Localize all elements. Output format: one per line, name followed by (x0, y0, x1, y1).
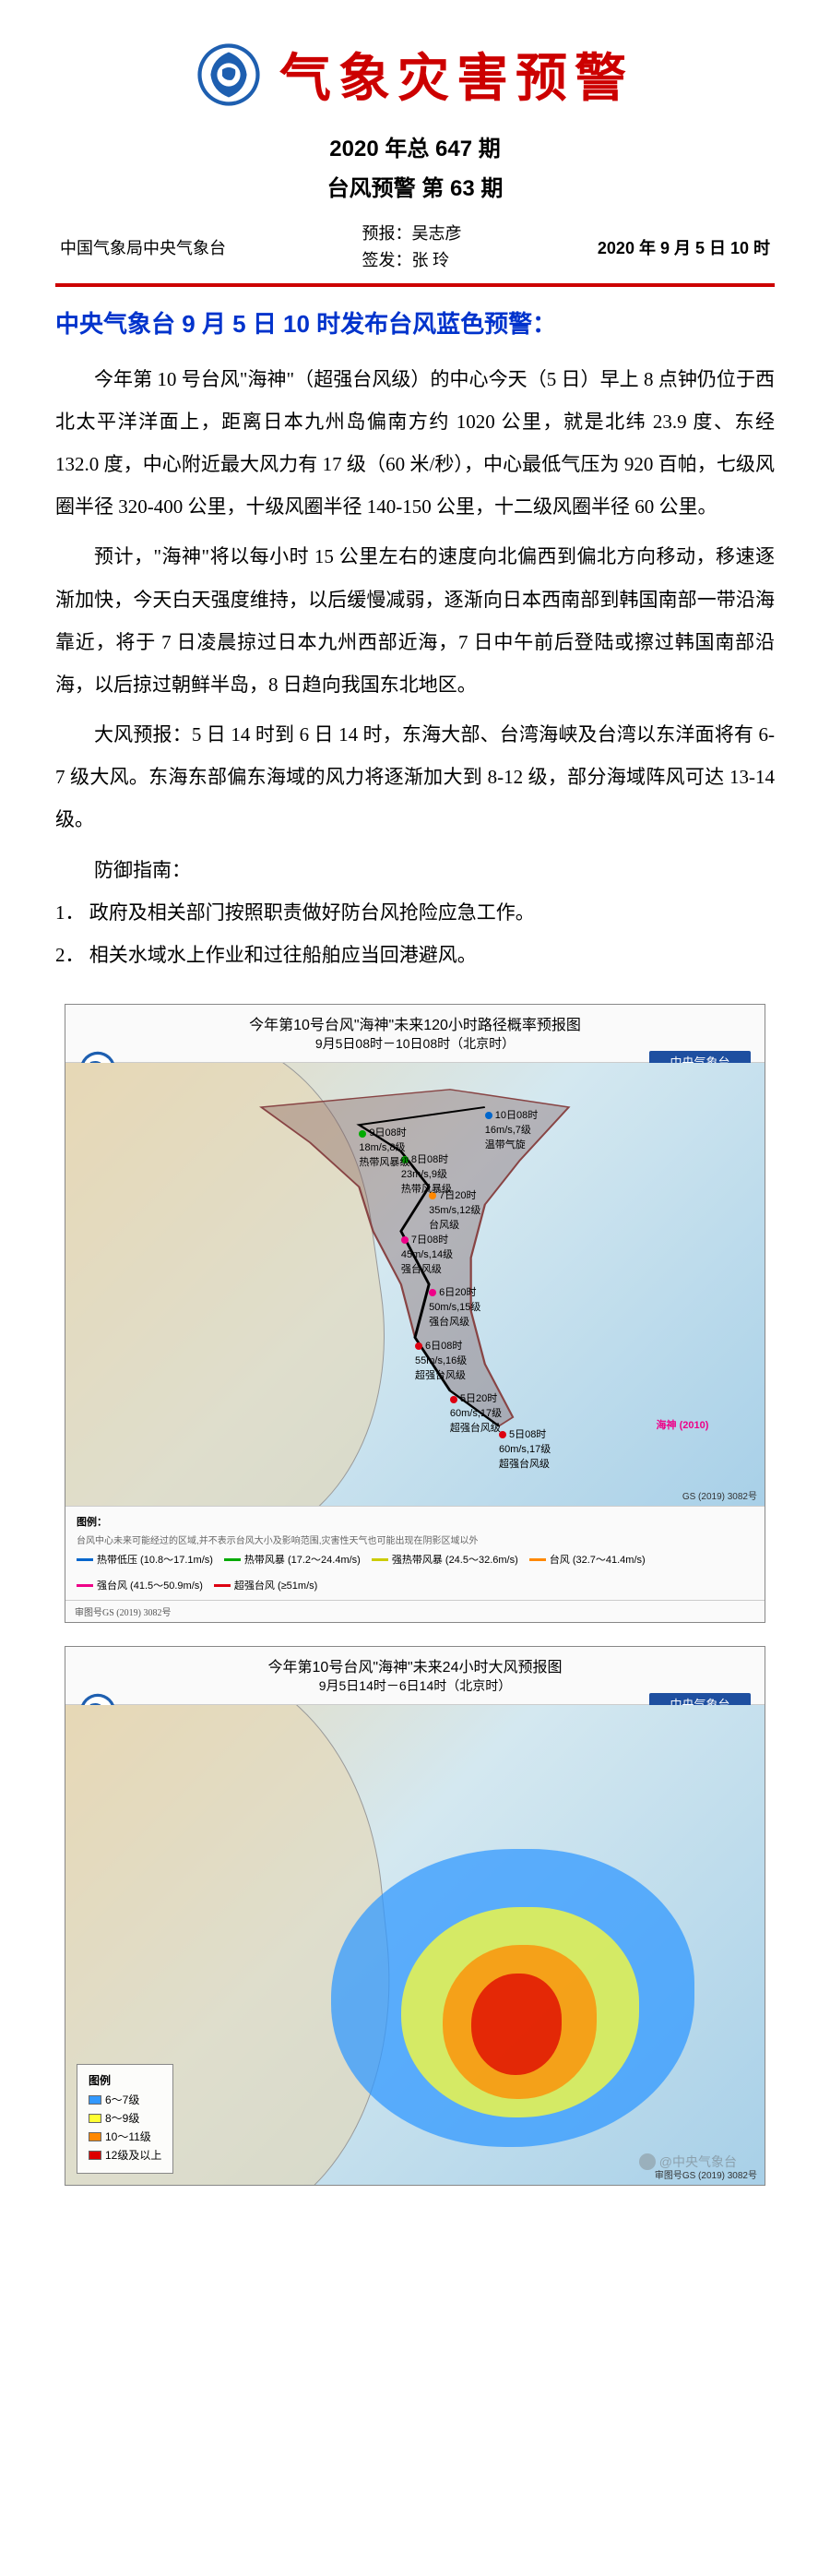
track-point: 7日08时45m/s,14级强台风级 (401, 1232, 453, 1276)
warning-headline: 中央气象台 9 月 5 日 10 时发布台风蓝色预警： (55, 305, 775, 340)
track-point: 6日08时55m/s,16级超强台风级 (415, 1338, 467, 1382)
legend-item: 超强台风 (≥51m/s) (214, 1578, 317, 1592)
legend-item: 12级及以上 (89, 2147, 161, 2163)
legend-item: 强热带风暴 (24.5～32.6m/s) (372, 1552, 518, 1567)
fig1-legend-note: 台风中心未来可能经过的区域,并不表示台风大小及影响范围,灾害性天气也可能出现在阴… (77, 1532, 753, 1546)
figure-track: 今年第10号台风"海神"未来120小时路径概率预报图 9月5日08时－10日08… (65, 1004, 765, 1623)
track-point: 6日20时50m/s,15级强台风级 (429, 1284, 480, 1329)
warning-number: 台风预警 第 63 期 (55, 170, 775, 202)
legend-item: 8～9级 (89, 2110, 161, 2126)
weibo-watermark: @中央气象台 (639, 2153, 737, 2171)
typhoon-name-label: 海神 (2010) (657, 1417, 709, 1432)
figure-wind: 今年第10号台风"海神"未来24小时大风预报图 9月5日14时－6日14时（北京… (65, 1646, 765, 2186)
track-cone (65, 1063, 765, 1506)
byline: 中国气象局中央气象台 预报：吴志彦 签发：张 玲 2020 年 9 月 5 日 … (55, 221, 775, 274)
fig1-map: 5日08时60m/s,17级超强台风级5日20时60m/s,17级超强台风级 6日… (65, 1063, 765, 1506)
signer-label: 签发： (362, 251, 411, 269)
paragraph-1: 今年第 10 号台风"海神"（超强台风级）的中心今天（5 日）早上 8 点钟仍位… (55, 358, 775, 529)
track-point: 5日08时60m/s,17级超强台风级 (499, 1426, 551, 1471)
forecaster-label: 预报： (362, 224, 411, 243)
cma-logo-icon (196, 42, 261, 107)
fig2-legend-title: 图例 (89, 2072, 161, 2088)
legend-item: 热带低压 (10.8～17.1m/s) (77, 1552, 213, 1567)
legend-item: 热带风暴 (17.2～24.4m/s) (224, 1552, 361, 1567)
fig2-legend-box: 图例 6～7级 8～9级 10～11级 12级及以上 (77, 2064, 173, 2174)
forecaster-name: 吴志彦 (411, 224, 461, 243)
paragraph-2: 预计，"海神"将以每小时 15 公里左右的速度向北偏西到偏北方向移动，移速逐渐加… (55, 535, 775, 706)
guide-label: 防御指南： (55, 849, 775, 891)
title-row: 气象灾害预警 (55, 37, 775, 112)
issue-timestamp: 2020 年 9 月 5 日 10 时 (598, 235, 770, 259)
agency-name: 中国气象局中央气象台 (60, 235, 226, 259)
fig1-legend: 图例： 台风中心未来可能经过的区域,并不表示台风大小及影响范围,灾害性天气也可能… (65, 1506, 765, 1600)
fig1-legend-row: 热带低压 (10.8～17.1m/s) 热带风暴 (17.2～24.4m/s) 强热… (77, 1552, 753, 1592)
staff-block: 预报：吴志彦 签发：张 玲 (362, 221, 461, 274)
track-point: 9日08时18m/s,8级热带风暴级 (359, 1125, 409, 1169)
issue-number: 2020 年总 647 期 (55, 130, 775, 162)
fig1-map-credit: GS (2019) 3082号 (682, 1488, 757, 1502)
wind-zone-12plus (471, 1974, 563, 2074)
document-header: 气象灾害预警 2020 年总 647 期 台风预警 第 63 期 中国气象局中央… (55, 37, 775, 274)
figures-container: 今年第10号台风"海神"未来120小时路径概率预报图 9月5日08时－10日08… (55, 1004, 775, 2186)
main-title: 气象灾害预警 (279, 37, 634, 112)
legend-item: 6～7级 (89, 2092, 161, 2107)
fig2-legend-items: 6～7级 8～9级 10～11级 12级及以上 (89, 2092, 161, 2163)
divider-red (55, 283, 775, 287)
track-point: 10日08时16m/s,7级温带气旋 (485, 1107, 538, 1151)
track-point: 5日20时60m/s,17级超强台风级 (450, 1390, 502, 1435)
weibo-icon (639, 2153, 656, 2170)
signer-name: 张 玲 (411, 251, 449, 269)
guide-item-2: 2． 相关水域水上作业和过往船舶应当回港避风。 (55, 934, 775, 976)
fig2-map: 图例 6～7级 8～9级 10～11级 12级及以上 审图号GS (2019) … (65, 1705, 765, 2185)
legend-item: 强台风 (41.5～50.9m/s) (77, 1578, 203, 1592)
watermark-text: @中央气象台 (659, 2153, 737, 2171)
fig1-footer: 审图号GS (2019) 3082号 (65, 1600, 765, 1622)
fig2-title-text: 今年第10号台风"海神"未来24小时大风预报图 (65, 1654, 765, 1676)
fig1-legend-title: 图例： (77, 1514, 753, 1529)
paragraph-3: 大风预报：5 日 14 时到 6 日 14 时，东海大部、台湾海峡及台湾以东洋面… (55, 713, 775, 841)
legend-item: 10～11级 (89, 2129, 161, 2144)
fig1-title-text: 今年第10号台风"海神"未来120小时路径概率预报图 (65, 1012, 765, 1034)
legend-item: 台风 (32.7～41.4m/s) (529, 1552, 646, 1567)
fig1-source: 审图号GS (2019) 3082号 (75, 1604, 171, 1618)
guide-item-1: 1． 政府及相关部门按照职责做好防台风抢险应急工作。 (55, 891, 775, 934)
